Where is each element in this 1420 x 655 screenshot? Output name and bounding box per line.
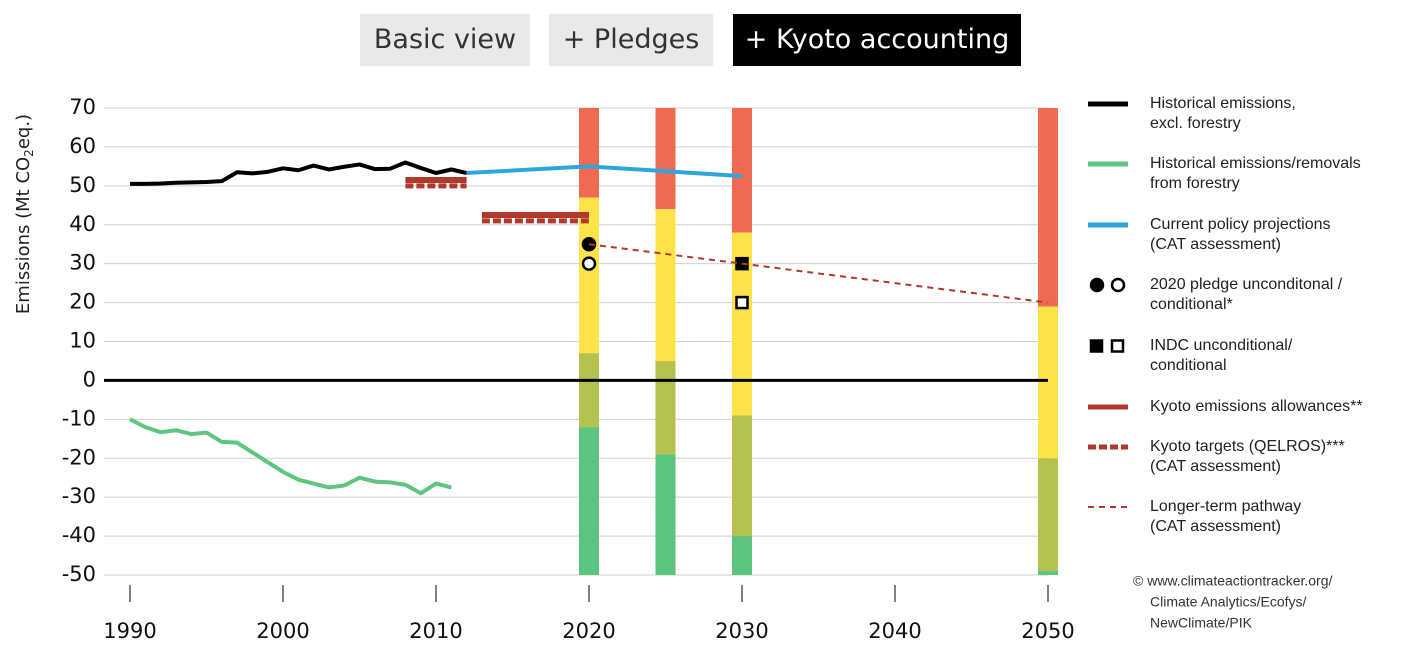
legend-label: Historical emissions/removals (1150, 155, 1361, 172)
rating-band (579, 353, 599, 428)
legend-label: Longer-term pathway (1150, 498, 1301, 515)
y-tick-label: 70 (69, 95, 96, 119)
legend-symbol (1110, 339, 1125, 353)
rating-band (732, 415, 752, 537)
rating-band (732, 536, 752, 575)
x-tick-label: 2020 (562, 619, 615, 643)
rating-band (655, 108, 676, 210)
view-button[interactable]: + Kyoto accounting (733, 14, 1021, 66)
legend-symbol (1110, 277, 1126, 293)
legend-label: Current policy projections (1150, 216, 1331, 233)
legend-label: (CAT assessment) (1150, 518, 1281, 535)
y-tick-label: 40 (69, 212, 96, 236)
rating-band (1038, 571, 1058, 575)
x-tick-label: 2050 (1021, 619, 1074, 643)
legend-label: Kyoto emissions allowances** (1150, 398, 1363, 415)
y-tick-label: 60 (69, 134, 96, 158)
y-tick-label: 0 (83, 367, 96, 391)
y-axis-label-part: Emissions (Mt CO (13, 157, 34, 314)
rating-band (1038, 458, 1058, 572)
series-line (129, 417, 452, 496)
legend-label: INDC unconditional/ (1150, 337, 1293, 354)
x-tick-label: 1990 (103, 619, 156, 643)
series-line (466, 164, 743, 179)
legend-symbol (1089, 339, 1104, 353)
rating-band (732, 108, 752, 233)
legend-label: (CAT assessment) (1150, 458, 1281, 475)
legend-label: conditional* (1150, 296, 1233, 313)
legend-label: 2020 pledge unconditonal / (1150, 276, 1343, 293)
y-tick-label: -50 (62, 562, 96, 586)
x-tick-label: 2010 (409, 619, 462, 643)
y-tick-label: -10 (62, 406, 96, 430)
rating-band (732, 232, 752, 416)
pledge-marker (581, 256, 597, 271)
rating-band (655, 454, 676, 575)
indc-marker (735, 295, 749, 310)
series-line (130, 160, 468, 186)
credit: NewClimate/PIK (1150, 615, 1253, 631)
rating-band (1038, 108, 1058, 307)
y-tick-label: 50 (69, 173, 96, 197)
pathway-line (588, 243, 1049, 304)
legend-label: excl. forestry (1150, 115, 1241, 132)
view-button[interactable]: Basic view (360, 14, 530, 66)
y-tick-label: -40 (62, 523, 96, 547)
rating-band (579, 427, 599, 575)
legend-label: conditional (1150, 357, 1227, 374)
rating-band (579, 197, 599, 354)
x-tick-label: 2000 (256, 619, 309, 643)
rating-band (579, 108, 599, 198)
credit: © www.climateactiontracker.org/ (1133, 573, 1332, 589)
rating-band (655, 209, 676, 361)
y-tick-label: 10 (69, 329, 96, 353)
rating-band (1038, 306, 1058, 459)
rating-band (655, 360, 676, 455)
legend-label: Kyoto targets (QELROS)*** (1150, 438, 1345, 455)
legend-label: from forestry (1150, 175, 1240, 192)
x-tick-label: 2030 (715, 619, 768, 643)
x-tick-label: 2040 (868, 619, 921, 643)
legend-symbol (1089, 277, 1105, 293)
y-axis-label-sub: 2 (22, 149, 36, 157)
y-tick-label: 30 (69, 251, 96, 275)
credit: Climate Analytics/Ecofys/ (1150, 594, 1306, 610)
view-button[interactable]: + Pledges (549, 14, 713, 66)
y-tick-label: -20 (62, 445, 96, 469)
y-tick-label: 20 (69, 290, 96, 314)
legend-label: Historical emissions, (1150, 95, 1296, 112)
legend-label: (CAT assessment) (1150, 236, 1281, 253)
y-axis-label: Emissions (Mt CO2eq.) (13, 114, 36, 314)
y-axis-label-part: eq.) (13, 114, 34, 149)
y-tick-label: -30 (62, 484, 96, 508)
